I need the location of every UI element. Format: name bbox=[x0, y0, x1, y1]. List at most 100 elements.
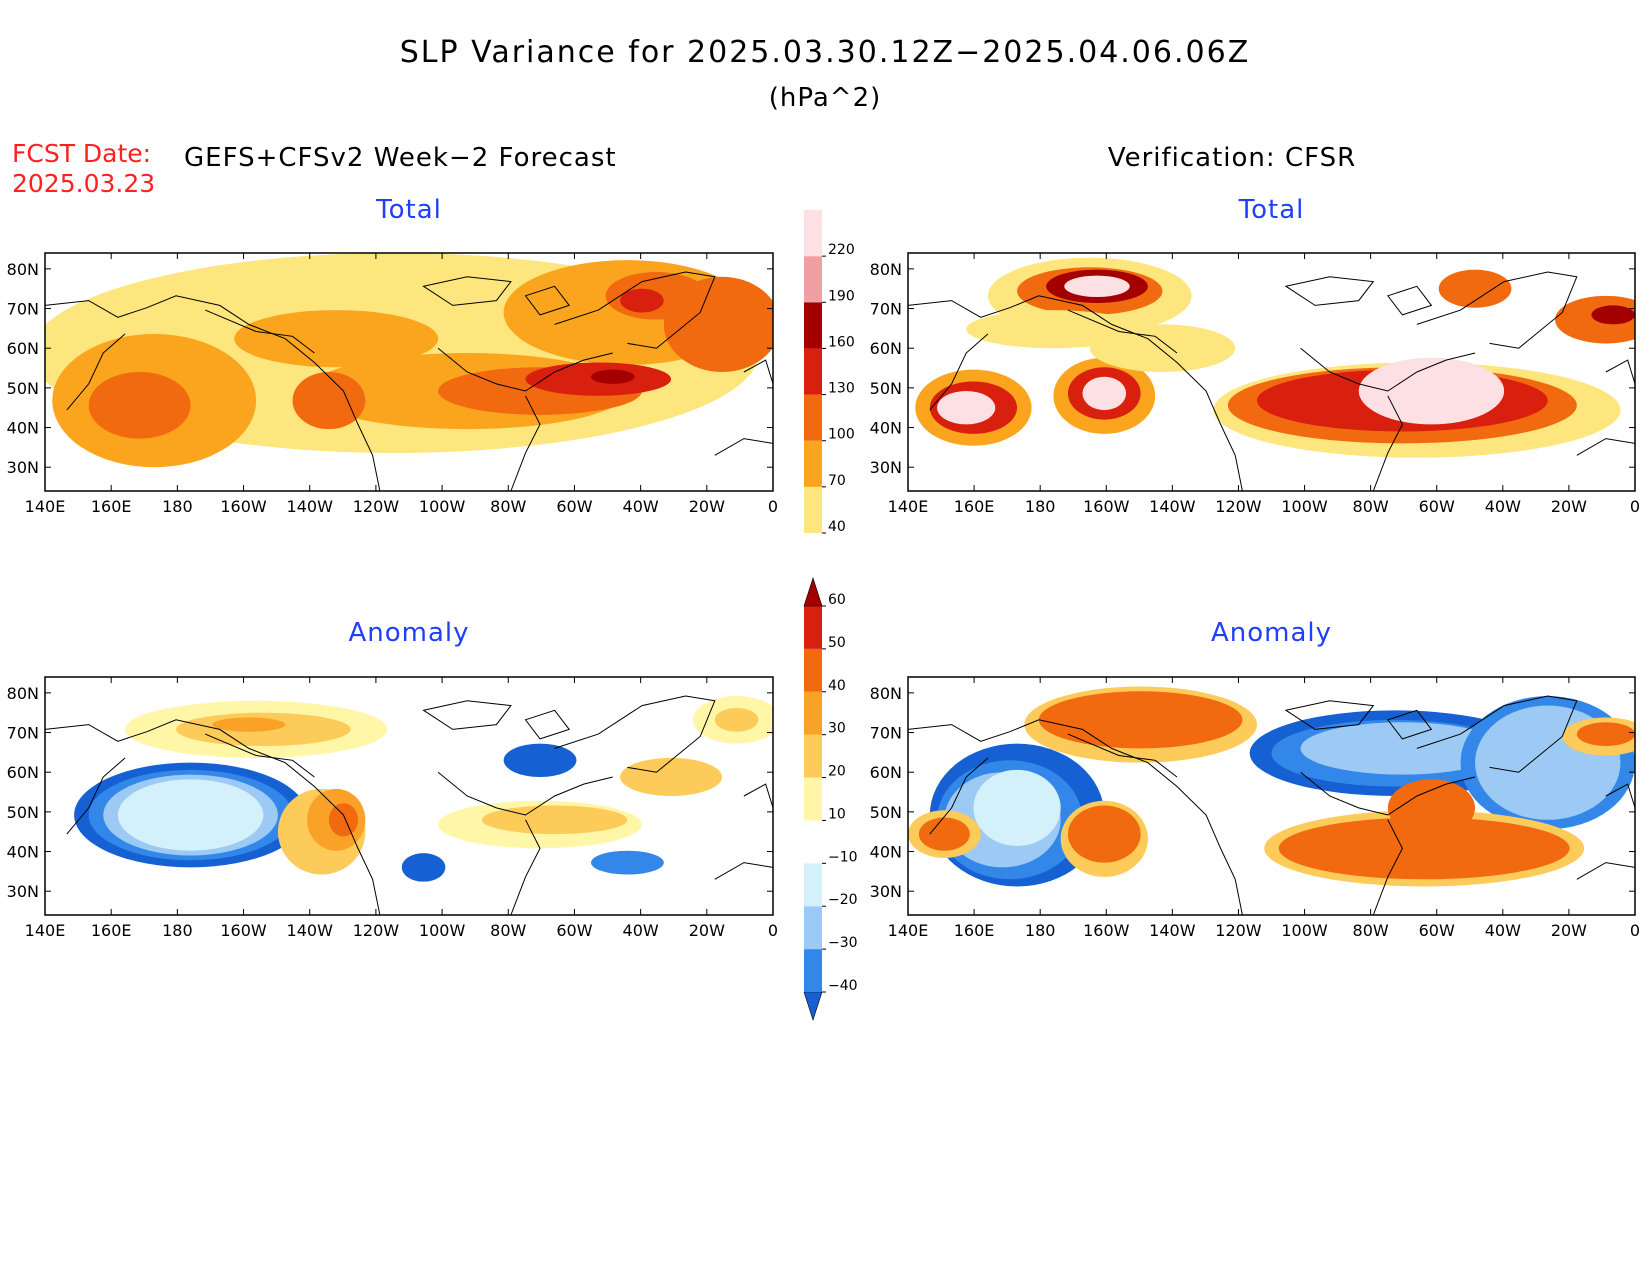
lon-tick-label: 160E bbox=[954, 921, 995, 940]
coastline bbox=[1372, 819, 1403, 915]
contour-region bbox=[620, 288, 664, 313]
coastline bbox=[437, 771, 613, 816]
lon-tick-label: 140E bbox=[888, 921, 929, 940]
colorbar-segment bbox=[804, 256, 822, 303]
lat-tick-label: 30N bbox=[7, 458, 39, 477]
lon-tick-label: 160W bbox=[220, 921, 267, 940]
map-frame bbox=[44, 252, 774, 492]
colorbar-label: 160 bbox=[828, 334, 855, 350]
coastline bbox=[45, 295, 381, 491]
lon-tick-label: 20W bbox=[1551, 497, 1587, 516]
field-shading-fcst-total bbox=[45, 253, 773, 491]
lat-tick-label: 50N bbox=[7, 379, 39, 398]
contour-region bbox=[1064, 275, 1130, 298]
lat-tick-label: 30N bbox=[7, 882, 39, 901]
coastlines-verif-total bbox=[908, 271, 1635, 491]
coastline bbox=[66, 333, 126, 411]
lat-tick-label: 30N bbox=[870, 458, 902, 477]
colorbar-segment bbox=[804, 906, 822, 950]
map-frame bbox=[907, 252, 1636, 492]
contour-region bbox=[1038, 691, 1243, 749]
coastline bbox=[1576, 862, 1635, 880]
lon-tick-label: 60W bbox=[1419, 921, 1455, 940]
colorbar-segment bbox=[804, 734, 822, 778]
colorbar-segment bbox=[804, 348, 822, 395]
colorbar-segment bbox=[804, 302, 822, 349]
contour-region bbox=[88, 372, 191, 439]
map-frame bbox=[907, 676, 1636, 916]
colorbar-label: −10 bbox=[828, 849, 858, 865]
colorbar-segment bbox=[804, 606, 822, 649]
contour-region bbox=[328, 803, 359, 837]
colorbar-label: 20 bbox=[828, 764, 846, 780]
lon-tick-label: 100W bbox=[419, 497, 466, 516]
lon-tick-label: 120W bbox=[1215, 497, 1262, 516]
lon-tick-label: 140W bbox=[287, 497, 334, 516]
lon-tick-label: 120W bbox=[353, 497, 400, 516]
lon-tick-label: 120W bbox=[1215, 921, 1262, 940]
field-shading-verif-anom bbox=[908, 677, 1635, 915]
colorbar-label: 60 bbox=[828, 592, 846, 608]
field-shading-verif-total bbox=[908, 253, 1635, 491]
contour-region bbox=[591, 369, 635, 384]
lon-tick-label: 140E bbox=[25, 921, 66, 940]
coastline bbox=[1605, 359, 1635, 385]
colorbar-label: 40 bbox=[828, 678, 846, 694]
coastlines-fcst-total bbox=[45, 271, 773, 491]
colorbar-label: 70 bbox=[828, 473, 846, 489]
colorbar-label: −30 bbox=[828, 935, 858, 951]
contour-region bbox=[481, 805, 628, 835]
lon-tick-label: 40W bbox=[623, 497, 659, 516]
coastline bbox=[205, 733, 315, 778]
lon-tick-label: 160E bbox=[954, 497, 995, 516]
coastline bbox=[908, 719, 1243, 915]
colorbar-label: 40 bbox=[828, 519, 846, 535]
lon-tick-label: 40W bbox=[623, 921, 659, 940]
contour-region bbox=[973, 769, 1061, 846]
colorbar-segment bbox=[804, 486, 822, 533]
coastline bbox=[205, 309, 315, 354]
lat-tick-label: 60N bbox=[870, 339, 902, 358]
colorbar-segment bbox=[804, 394, 822, 441]
contour-region bbox=[620, 757, 723, 797]
colorbar-segment bbox=[804, 691, 822, 735]
coastline bbox=[1372, 395, 1403, 491]
lon-tick-label: 160W bbox=[1083, 921, 1130, 940]
contour-region bbox=[212, 717, 286, 732]
figure-title: SLP Variance for 2025.03.30.12Z−2025.04.… bbox=[400, 35, 1251, 70]
lat-tick-label: 40N bbox=[870, 843, 902, 862]
coastline bbox=[1605, 783, 1635, 809]
colorbar-segment bbox=[804, 210, 822, 257]
contour-region bbox=[292, 372, 366, 430]
coastlines-fcst-anom bbox=[45, 695, 773, 915]
colorbar-label: 190 bbox=[828, 288, 855, 304]
coastline bbox=[524, 709, 571, 740]
lon-tick-label: 60W bbox=[556, 497, 592, 516]
panel-verif-total: Total 140E 160E 180 160W 140W 120W 100W 80W 60W 40… bbox=[870, 195, 1640, 516]
contour-region bbox=[714, 707, 759, 732]
panel-title-fcst-anom: Anomaly bbox=[348, 618, 469, 648]
lon-tick-label: 0 bbox=[1630, 921, 1640, 940]
lat-tick-label: 50N bbox=[870, 379, 902, 398]
coastline bbox=[1416, 271, 1578, 349]
coastline bbox=[1576, 438, 1635, 456]
coastline bbox=[1386, 285, 1433, 316]
verification-heading: Verification: CFSR bbox=[1108, 143, 1356, 173]
lon-tick-label: 180 bbox=[1025, 497, 1056, 516]
colorbar-label: 30 bbox=[828, 721, 846, 737]
lon-tick-label: 160W bbox=[1083, 497, 1130, 516]
field-shading-fcst-anom bbox=[45, 677, 773, 915]
map-frame bbox=[44, 676, 774, 916]
colorbar-label: 50 bbox=[828, 635, 846, 651]
coastline bbox=[1067, 309, 1178, 354]
fcst-date-value: 2025.03.23 bbox=[12, 169, 155, 198]
coastline bbox=[66, 757, 126, 835]
coastline bbox=[554, 271, 716, 349]
coastline bbox=[1300, 347, 1476, 392]
colorbar-anom: −40 −30 −20 −10 10 20 30 40 50 60 bbox=[803, 577, 858, 1021]
contour-region bbox=[966, 310, 1141, 349]
coastline bbox=[422, 700, 512, 730]
contour-region bbox=[1278, 817, 1570, 880]
coastline bbox=[908, 295, 1243, 491]
colorbar-segment bbox=[804, 648, 822, 692]
